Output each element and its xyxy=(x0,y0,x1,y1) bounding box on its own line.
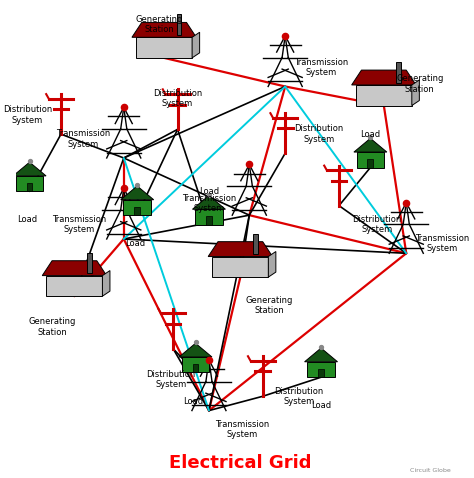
Text: Electrical Grid: Electrical Grid xyxy=(169,454,311,472)
Point xyxy=(366,134,374,141)
Text: Transmission
System: Transmission System xyxy=(415,234,469,253)
Text: Generating
Station: Generating Station xyxy=(28,317,76,337)
Text: Load: Load xyxy=(17,216,37,225)
Polygon shape xyxy=(192,196,226,209)
Text: Load: Load xyxy=(125,239,145,248)
Polygon shape xyxy=(102,271,110,296)
FancyBboxPatch shape xyxy=(134,206,140,215)
Polygon shape xyxy=(42,261,107,276)
Text: Transmission
System: Transmission System xyxy=(56,129,110,149)
FancyBboxPatch shape xyxy=(27,183,33,191)
FancyBboxPatch shape xyxy=(307,362,335,377)
Polygon shape xyxy=(354,138,387,152)
FancyBboxPatch shape xyxy=(206,216,212,225)
Text: Distribution
System: Distribution System xyxy=(146,370,195,389)
Text: Transmission
System: Transmission System xyxy=(216,420,270,439)
Text: Distribution
System: Distribution System xyxy=(3,105,52,125)
Text: Generating
Station: Generating Station xyxy=(396,75,443,94)
Point xyxy=(402,199,410,206)
Text: Load: Load xyxy=(183,397,203,405)
FancyBboxPatch shape xyxy=(192,364,199,372)
FancyBboxPatch shape xyxy=(367,159,374,167)
Point xyxy=(133,181,141,189)
Polygon shape xyxy=(192,33,200,58)
Polygon shape xyxy=(268,251,276,277)
Point xyxy=(317,343,325,351)
Point xyxy=(120,185,128,192)
FancyBboxPatch shape xyxy=(396,62,401,83)
Polygon shape xyxy=(305,348,337,362)
Polygon shape xyxy=(179,343,212,357)
Polygon shape xyxy=(13,162,46,176)
Text: Load: Load xyxy=(199,187,219,196)
Polygon shape xyxy=(352,70,416,85)
Text: Generating
Station: Generating Station xyxy=(246,296,293,315)
Polygon shape xyxy=(412,80,419,106)
FancyBboxPatch shape xyxy=(136,37,192,58)
FancyBboxPatch shape xyxy=(87,253,92,273)
Text: Transmission
System: Transmission System xyxy=(294,58,348,77)
FancyBboxPatch shape xyxy=(212,257,268,277)
Point xyxy=(205,191,213,198)
Point xyxy=(282,32,289,40)
Point xyxy=(26,157,33,165)
Point xyxy=(246,161,253,168)
Polygon shape xyxy=(132,22,196,37)
Text: Load: Load xyxy=(311,402,331,410)
Text: Transmission
System: Transmission System xyxy=(52,215,106,234)
Text: Load: Load xyxy=(360,130,381,139)
FancyBboxPatch shape xyxy=(356,85,412,106)
Text: Distribution
System: Distribution System xyxy=(353,215,402,234)
FancyBboxPatch shape xyxy=(356,152,384,167)
FancyBboxPatch shape xyxy=(46,276,102,296)
Text: Transmission
System: Transmission System xyxy=(182,194,236,213)
FancyBboxPatch shape xyxy=(124,200,151,215)
Polygon shape xyxy=(121,186,154,200)
Text: Distribution
System: Distribution System xyxy=(294,124,344,144)
Point xyxy=(205,356,213,364)
FancyBboxPatch shape xyxy=(195,209,223,225)
Text: Generating
Station: Generating Station xyxy=(136,15,183,34)
FancyBboxPatch shape xyxy=(182,357,209,372)
FancyBboxPatch shape xyxy=(318,369,324,377)
FancyBboxPatch shape xyxy=(253,234,258,254)
Text: Distribution
System: Distribution System xyxy=(153,89,202,108)
Point xyxy=(120,103,128,111)
FancyBboxPatch shape xyxy=(16,176,43,191)
FancyBboxPatch shape xyxy=(177,14,182,35)
Point xyxy=(191,338,199,346)
Text: Distribution
System: Distribution System xyxy=(274,387,323,406)
Text: Circuit Globe: Circuit Globe xyxy=(410,467,451,473)
Polygon shape xyxy=(208,242,273,257)
